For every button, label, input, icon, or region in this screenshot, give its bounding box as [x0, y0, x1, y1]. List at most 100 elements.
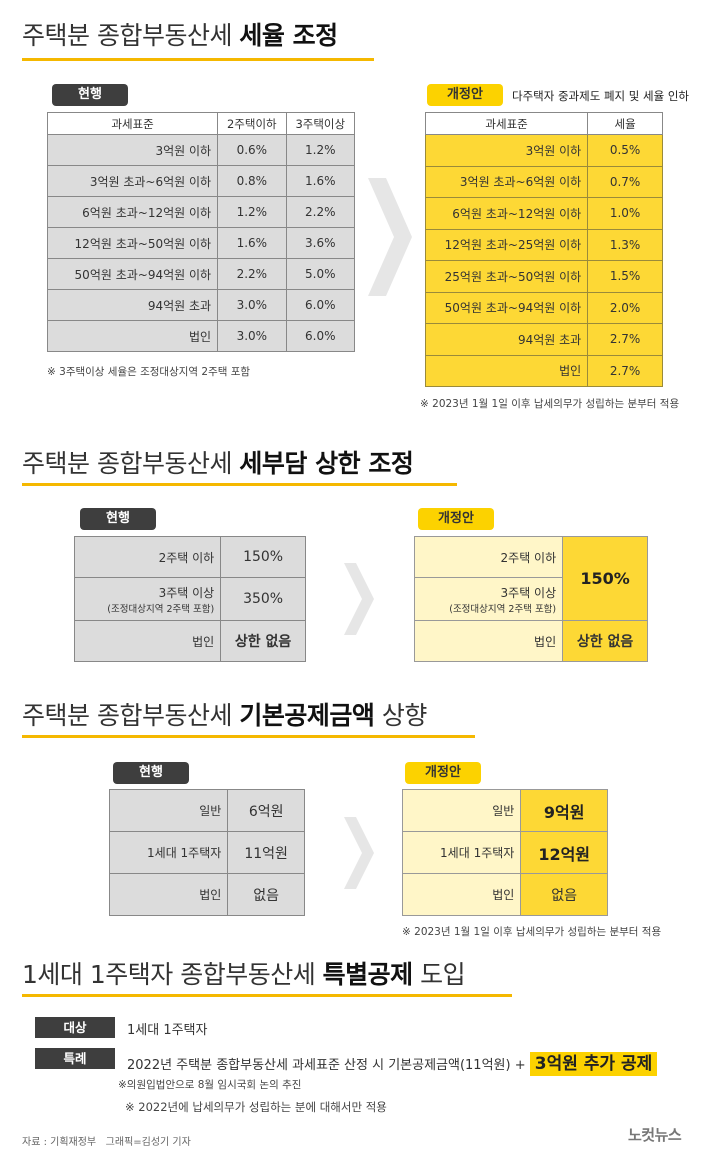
chevron-right-icon [368, 178, 412, 296]
table-row: 2주택 이하 150% [413, 536, 648, 621]
s1-cur-header: 3주택이상 [285, 112, 356, 135]
s1-new-cell: 50억원 초과~94억원 이하 [424, 291, 589, 324]
s2-new-row2-label: 3주택 이상 [500, 585, 557, 600]
s1-new-tag: 개정안 [427, 84, 503, 106]
s2-cur-cell: 2주택 이하 [73, 536, 222, 578]
s1-new-table: 과세표준 세율 3억원 이하 0.5% 3억원 초과~6억원 이하 0.7% 6억원… [424, 112, 663, 387]
s1-new-cell: 1.5% [587, 260, 663, 293]
table-row: 25억원 초과~50억원 이하 1.5% [424, 260, 663, 293]
s1-cur-cell: 3.6% [285, 227, 356, 259]
s3-new-cell: 9억원 [520, 789, 608, 832]
s1-new-header: 세율 [587, 112, 663, 135]
table-row: 12억원 초과~50억원 이하 1.6% 3.6% [46, 227, 356, 259]
s1-new-cell: 94억원 초과 [424, 323, 589, 356]
s1-cur-cell: 0.8% [217, 165, 287, 197]
section4-title-post: 도입 [412, 960, 466, 989]
s1-new-cell: 2.7% [587, 323, 663, 356]
s1-new-cell: 법인 [424, 354, 589, 387]
nocut-news-logo: 노컷뉴스 [628, 1126, 682, 1144]
s3-cur-cell: 법인 [108, 873, 229, 916]
s1-new-cell: 6억원 초과~12억원 이하 [424, 197, 589, 230]
section2-title: 주택분 종합부동산세 세부담 상한 조정 [22, 444, 414, 480]
s1-current-note: ※ 3주택이상 세율은 조정대상지역 2주택 포함 [47, 366, 251, 378]
s1-cur-cell: 6.0% [285, 289, 356, 321]
table-row: 3억원 이하 0.5% [424, 134, 663, 167]
s1-cur-cell: 3억원 초과~6억원 이하 [46, 165, 219, 197]
table-row: 3주택 이상 (조정대상지역 2주택 포함) 350% [73, 577, 306, 621]
s1-new-header: 과세표준 [424, 112, 589, 135]
section3-title-post: 상향 [374, 701, 428, 730]
table-row: 3억원 초과~6억원 이하 0.7% [424, 165, 663, 198]
section3-underline [22, 735, 475, 738]
chevron-right-icon [344, 563, 374, 635]
s1-cur-cell: 3.0% [217, 289, 287, 321]
s1-new-note: ※ 2023년 1월 1일 이후 납세의무가 성립하는 분부터 적용 [420, 398, 680, 410]
s3-new-cell: 법인 [401, 873, 522, 916]
section3-title-pre: 주택분 종합부동산세 [22, 701, 240, 730]
section1-title-bold: 세율 조정 [239, 21, 338, 50]
table-row: 법인 상한 없음 [413, 620, 648, 662]
s2-cur-cell: 150% [220, 536, 306, 578]
table-row: 3억원 이하 0.6% 1.2% [46, 134, 356, 166]
s1-cur-header: 2주택이하 [217, 112, 287, 135]
s3-new-cell: 12억원 [520, 831, 608, 874]
table-row: 12억원 초과~25억원 이하 1.3% [424, 228, 663, 261]
section1-title-pre: 주택분 종합부동산세 [22, 21, 240, 50]
s1-cur-cell: 94억원 초과 [46, 289, 219, 321]
section4-underline [22, 994, 512, 997]
section2-title-bold: 세부담 상한 조정 [239, 449, 414, 478]
section1-underline [22, 58, 374, 61]
s1-new-cell: 0.5% [587, 134, 663, 167]
s4-target-label: 대상 [35, 1017, 115, 1038]
s4-target-text: 1세대 1주택자 [127, 1023, 208, 1038]
s1-cur-cell: 1.2% [285, 134, 356, 166]
table-row: 법인 없음 [108, 873, 305, 916]
s1-cur-cell: 50억원 초과~94억원 이하 [46, 258, 219, 290]
s2-cur-cell: 350% [220, 577, 306, 621]
section3-title: 주택분 종합부동산세 기본공제금액 상향 [22, 696, 427, 732]
s1-cur-header: 과세표준 [46, 112, 219, 135]
s2-cur-cell: 상한 없음 [220, 620, 306, 662]
s1-cur-cell: 법인 [46, 320, 219, 352]
s2-cur-cell: 법인 [73, 620, 222, 662]
s4-special-row: 2022년 주택분 종합부동산세 과세표준 산정 시 기본공제금액(11억원) … [127, 1049, 658, 1076]
s1-current-tag: 현행 [52, 84, 128, 106]
s1-cur-cell: 1.6% [217, 227, 287, 259]
s3-cur-cell: 없음 [227, 873, 305, 916]
s4-special-highlight: 3억원 추가 공제 [529, 1052, 658, 1076]
footer-source: 자료 : 기획재정부 그래픽=김성기 기자 [22, 1137, 191, 1148]
table-row: 94억원 초과 3.0% 6.0% [46, 289, 356, 321]
s3-new-tag: 개정안 [405, 762, 481, 784]
section4-title-bold: 특별공제 [322, 960, 414, 989]
s3-cur-cell: 일반 [108, 789, 229, 832]
s2-new-tag: 개정안 [418, 508, 494, 530]
s2-current-table: 2주택 이하 150% 3주택 이상 (조정대상지역 2주택 포함) 350% … [73, 536, 306, 662]
s1-new-cell: 3억원 이하 [424, 134, 589, 167]
section1-title: 주택분 종합부동산세 세율 조정 [22, 16, 338, 52]
s4-special-text: 2022년 주택분 종합부동산세 과세표준 산정 시 기본공제금액(11억원) … [127, 1058, 526, 1073]
s2-cur-row2-label: 3주택 이상 [158, 585, 215, 600]
table-row: 6억원 초과~12억원 이하 1.2% 2.2% [46, 196, 356, 228]
s1-cur-cell: 5.0% [285, 258, 356, 290]
chevron-right-icon [344, 817, 374, 889]
s1-cur-cell: 6억원 초과~12억원 이하 [46, 196, 219, 228]
s3-new-table: 일반 9억원 1세대 1주택자 12억원 법인 없음 [401, 789, 608, 916]
s1-new-cell: 2.0% [587, 291, 663, 324]
s2-new-cell: 3주택 이상 (조정대상지역 2주택 포함) [413, 577, 564, 621]
s1-new-cell: 2.7% [587, 354, 663, 387]
table-row: 법인 없음 [401, 873, 608, 916]
s1-new-cell: 1.3% [587, 228, 663, 261]
table-row: 1세대 1주택자 12억원 [401, 831, 608, 874]
s3-cur-cell: 1세대 1주택자 [108, 831, 229, 874]
s2-new-row2-sub: (조정대상지역 2주택 포함) [449, 603, 557, 615]
s2-new-table: 2주택 이하 150% 3주택 이상 (조정대상지역 2주택 포함) 법인 상한… [413, 536, 648, 662]
table-row: 94억원 초과 2.7% [424, 323, 663, 356]
s3-current-tag: 현행 [113, 762, 189, 784]
s1-cur-cell: 2.2% [217, 258, 287, 290]
s3-current-table: 일반 6억원 1세대 1주택자 11억원 법인 없음 [108, 789, 305, 916]
table-row: 일반 9억원 [401, 789, 608, 832]
s4-special-label: 특례 [35, 1048, 115, 1069]
section4-title: 1세대 1주택자 종합부동산세 특별공제 도입 [22, 955, 466, 991]
table-row: 3주택 이상 (조정대상지역 2주택 포함) [413, 577, 648, 621]
s1-cur-cell: 2.2% [285, 196, 356, 228]
